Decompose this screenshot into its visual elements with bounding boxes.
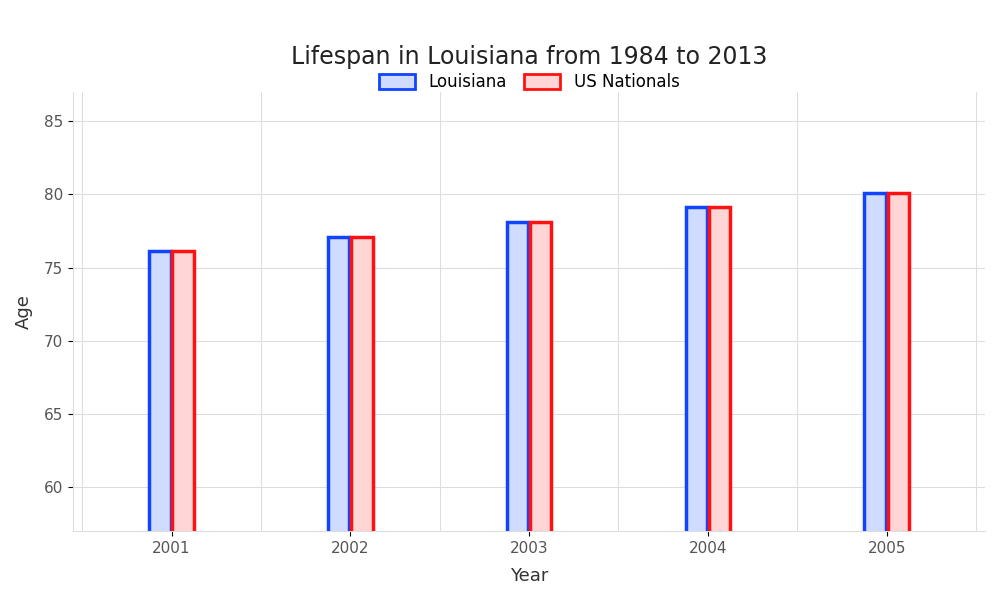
Bar <box>172 251 194 600</box>
Bar <box>149 251 171 600</box>
Y-axis label: Age: Age <box>15 294 33 329</box>
Title: Lifespan in Louisiana from 1984 to 2013: Lifespan in Louisiana from 1984 to 2013 <box>291 45 767 69</box>
Bar <box>351 237 373 600</box>
Bar <box>864 193 886 600</box>
Bar <box>709 208 730 600</box>
Bar <box>686 208 707 600</box>
Legend: Louisiana, US Nationals: Louisiana, US Nationals <box>370 65 688 100</box>
Bar <box>507 222 528 600</box>
Bar <box>530 222 551 600</box>
Bar <box>888 193 909 600</box>
X-axis label: Year: Year <box>510 567 548 585</box>
Bar <box>328 237 349 600</box>
